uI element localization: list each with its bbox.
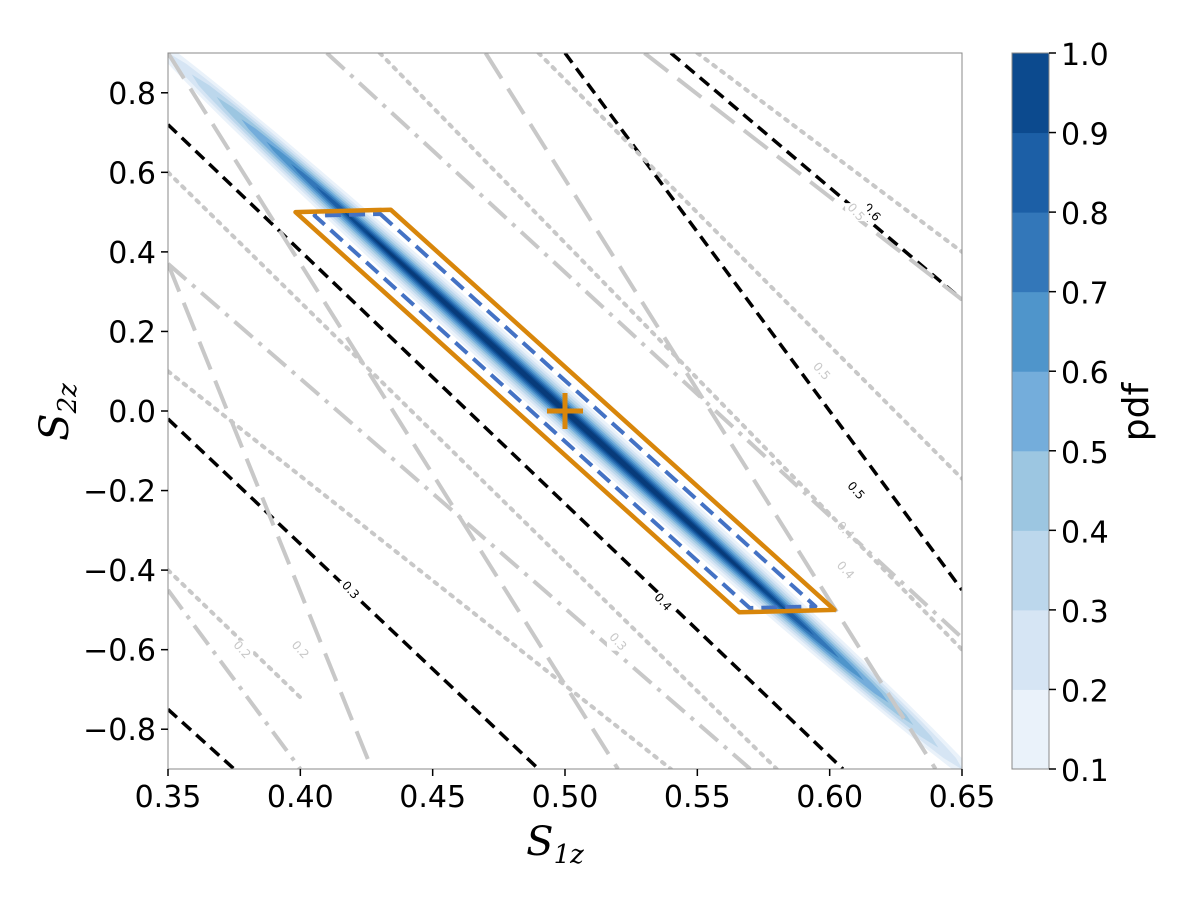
y-tick-label: −0.4 xyxy=(83,554,156,589)
x-tick-label: 0.60 xyxy=(796,780,863,815)
y-tick-label: −0.2 xyxy=(83,475,156,510)
gray-longdash-contour-3 xyxy=(483,53,938,769)
gray-dotted-contour-2 xyxy=(168,369,673,769)
colorbar-tick-label: 0.9 xyxy=(1061,118,1109,153)
x-axis-title: S1z xyxy=(526,819,584,870)
y-tick-label: 0.0 xyxy=(108,395,156,430)
y-tick-label: 0.6 xyxy=(108,156,156,191)
gray-dotted-label-bg-3 xyxy=(606,632,629,651)
black-dashed-contour-4 xyxy=(563,53,962,592)
colorbar-tick-label: 0.1 xyxy=(1061,754,1109,789)
gray-longdash-label-bg-1 xyxy=(845,203,868,222)
blue-dashed-region xyxy=(312,212,818,610)
colorbar: 0.1 0.2 0.3 0.4 0.5 0.6 0.7 0.8 0.9 1.0 xyxy=(1011,38,1109,789)
plot-area: 0.30.40.50.60.40.50.2 0.2 0.30.40.5 xyxy=(168,53,962,769)
black-dashed-contour-1 xyxy=(168,708,236,769)
gray-longdash-contour-2 xyxy=(168,53,620,769)
x-tick-label: 0.50 xyxy=(532,780,599,815)
black-dashed-label-bg-2 xyxy=(651,592,674,611)
colorbar-segment xyxy=(1012,450,1049,531)
y-tick-label: 0.8 xyxy=(108,77,156,112)
gray-dotted-label-bg-4 xyxy=(834,561,857,580)
x-tick-label: 0.35 xyxy=(135,780,202,815)
colorbar-segment xyxy=(1012,689,1049,770)
y-tick-label: 0.4 xyxy=(108,236,156,271)
axes: 0.35 0.40 0.45 0.50 0.55 0.60 0.65 −0.8 −0.6 −0.4… xyxy=(83,77,995,815)
colorbar-segment xyxy=(1012,371,1049,452)
colorbar-tick-label: 1.0 xyxy=(1061,38,1109,73)
y-tick-label: −0.8 xyxy=(83,713,156,748)
colorbar-segment xyxy=(1012,291,1049,372)
colorbar-segment xyxy=(1012,609,1049,690)
gray-dotted-label-bg-5 xyxy=(810,362,833,381)
black-dashed-contour-5 xyxy=(669,53,962,301)
colorbar-tick-label: 0.5 xyxy=(1061,436,1109,471)
colorbar-tick-label: 0.8 xyxy=(1061,197,1109,232)
gray-dotted-contour-5 xyxy=(536,53,962,481)
gray-dotted-label-bg-2 xyxy=(289,640,312,659)
x-tick-label: 0.45 xyxy=(399,780,466,815)
x-tick-label: 0.55 xyxy=(664,780,731,815)
orange-region xyxy=(293,207,837,615)
gray-longdash-contour-4 xyxy=(643,53,962,302)
x-tick-label: 0.65 xyxy=(929,780,996,815)
colorbar-segment xyxy=(1012,53,1049,134)
gray-dotted-label-bg-1 xyxy=(231,640,254,659)
colorbar-segment xyxy=(1012,132,1049,213)
black-dashed-label-bg-1 xyxy=(339,581,362,599)
gray-dashdot-contour-1 xyxy=(168,588,302,769)
x-tick-label: 0.40 xyxy=(267,780,334,815)
colorbar-tick-label: 0.6 xyxy=(1061,356,1109,391)
y-tick-label: 0.2 xyxy=(108,315,156,350)
colorbar-title: pdf xyxy=(1116,381,1157,441)
y-tick-label: −0.6 xyxy=(83,634,156,669)
gray-dotted-contour-1 xyxy=(168,568,303,700)
gray-longdash-contour-1 xyxy=(168,263,374,769)
colorbar-tick-label: 0.7 xyxy=(1061,277,1109,312)
colorbar-tick-label: 0.4 xyxy=(1061,515,1109,550)
gray-dotted-contour-4 xyxy=(377,53,962,652)
colorbar-tick-label: 0.3 xyxy=(1061,595,1109,630)
gray-dotted-contour-3 xyxy=(168,170,779,769)
colorbar-segment xyxy=(1012,530,1049,611)
y-axis-title: S2z xyxy=(32,383,83,441)
black-dashed-label-bg-3 xyxy=(845,481,868,500)
colorbar-tick-label: 0.2 xyxy=(1061,674,1109,709)
colorbar-segment xyxy=(1012,212,1049,293)
colorbar-frame xyxy=(1011,52,1050,770)
